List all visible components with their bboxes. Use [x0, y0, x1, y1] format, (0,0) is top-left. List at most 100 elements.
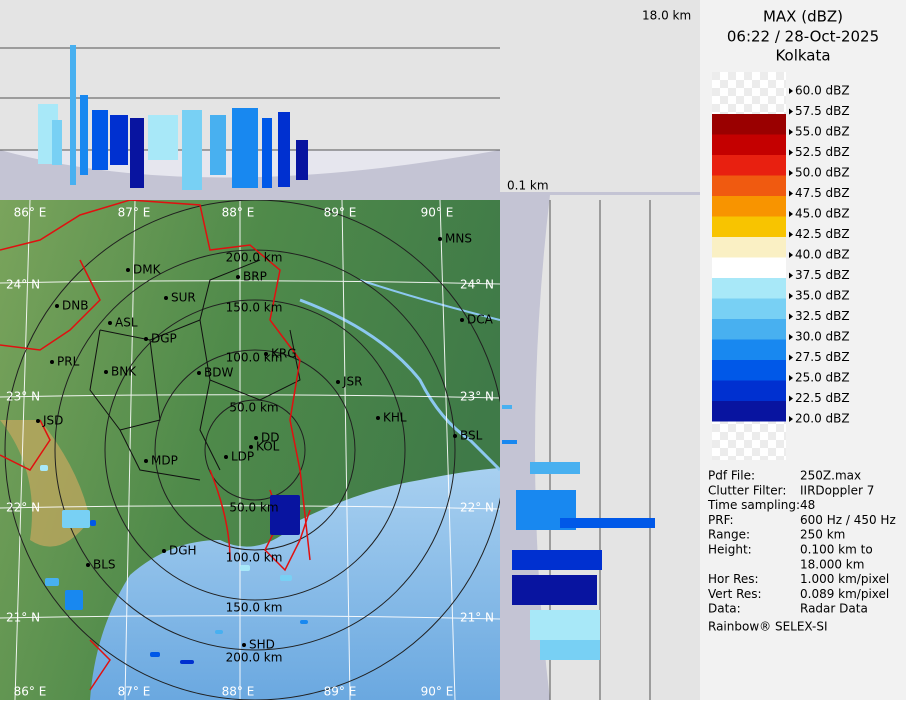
- profile-echo: [130, 118, 144, 188]
- profile-echo: [210, 115, 226, 175]
- longitude-label: 90° E: [421, 685, 454, 699]
- legend-label: 55.0 dBZ: [795, 125, 850, 139]
- range-ring-label: 100.0 km: [226, 551, 283, 565]
- legend-arrow: [789, 129, 793, 135]
- profile-echo: [530, 462, 580, 474]
- station-dot: [242, 643, 246, 647]
- legend-swatch: [712, 319, 786, 340]
- info-key: Vert Res:: [708, 587, 762, 601]
- profile-echo: [278, 112, 290, 187]
- station-label: SUR: [171, 291, 196, 305]
- info-key: Height:: [708, 543, 752, 557]
- longitude-label: 90° E: [421, 206, 454, 220]
- legend-swatch: [712, 134, 786, 155]
- latitude-label: 23° N: [460, 390, 494, 404]
- range-ring-label: 200.0 km: [226, 651, 283, 665]
- legend-arrow: [789, 416, 793, 422]
- title: MAX (dBZ): [763, 8, 843, 26]
- side-profile: [500, 195, 700, 700]
- radar-echo: [65, 590, 83, 610]
- top-height-label: 18.0 km: [642, 9, 691, 23]
- station-dot: [249, 445, 253, 449]
- profile-echo: [530, 610, 600, 640]
- info-key: Pdf File:: [708, 469, 755, 483]
- legend-arrow: [789, 354, 793, 361]
- range-ring-label: 50.0 km: [229, 501, 278, 515]
- legend-swatch: [712, 257, 786, 278]
- latitude-label: 23° N: [6, 390, 40, 404]
- info-value: 1.000 km/pixel: [800, 572, 889, 586]
- range-ring-label: 150.0 km: [226, 301, 283, 315]
- station-dot: [236, 275, 240, 279]
- longitude-label: 89° E: [324, 206, 357, 220]
- legend-arrow: [789, 149, 793, 156]
- station-dot: [453, 434, 457, 438]
- legend-swatch: [712, 298, 786, 319]
- radar-echo: [240, 565, 250, 571]
- profile-echo: [110, 115, 128, 165]
- station-dot: [254, 436, 258, 440]
- latitude-label: 24° N: [6, 278, 40, 292]
- legend-label: 57.5 dBZ: [795, 104, 850, 118]
- legend-arrow: [789, 108, 793, 115]
- profile-echo: [262, 118, 272, 188]
- legend-arrow: [789, 375, 793, 381]
- station-dot: [126, 268, 130, 272]
- bottom-height-label: 0.1 km: [507, 179, 549, 193]
- info-value: 18.000 km: [800, 557, 864, 571]
- longitude-label: 87° E: [118, 206, 151, 220]
- station-label: KOL: [256, 440, 280, 454]
- legend-label: 47.5 dBZ: [795, 186, 850, 200]
- radar-echo: [90, 520, 96, 526]
- station-dot: [86, 563, 90, 567]
- profile-echo: [182, 110, 202, 190]
- station-label: SHD: [249, 638, 275, 652]
- range-ring-label: 150.0 km: [226, 601, 283, 615]
- info-key: Hor Res:: [708, 572, 759, 586]
- station-label: DGH: [169, 544, 197, 558]
- station-label: JSD: [42, 414, 63, 428]
- station-dot: [108, 321, 112, 325]
- info-value: 0.089 km/pixel: [800, 587, 889, 601]
- legend-label: 27.5 dBZ: [795, 350, 850, 364]
- profile-echo: [296, 140, 308, 180]
- latitude-label: 21° N: [6, 611, 40, 625]
- station-dot: [50, 360, 54, 364]
- legend-arrow: [789, 293, 793, 299]
- top-profile: [0, 0, 700, 200]
- station-dot: [164, 296, 168, 300]
- range-ring-label: 50.0 km: [229, 401, 278, 415]
- station-dot: [460, 318, 464, 322]
- legend-arrow: [789, 272, 793, 279]
- latitude-label: 22° N: [460, 501, 494, 515]
- station-label: DD: [261, 431, 279, 445]
- radar-echo: [280, 575, 292, 581]
- legend-label: 37.5 dBZ: [795, 268, 850, 282]
- latitude-label: 22° N: [6, 501, 40, 515]
- legend-arrow: [789, 334, 793, 340]
- legend-swatch: [712, 278, 786, 299]
- range-ring-label: 200.0 km: [226, 251, 283, 265]
- legend-label: 40.0 dBZ: [795, 248, 850, 262]
- station-name: Kolkata: [775, 47, 830, 65]
- station-dot: [224, 455, 228, 459]
- station-dot: [376, 416, 380, 420]
- legend-swatch: [712, 339, 786, 360]
- station-label: ASL: [115, 316, 138, 330]
- radar-echo: [215, 630, 223, 634]
- radar-echo: [45, 578, 59, 586]
- legend-arrow: [789, 252, 793, 258]
- info-value: 0.100 km to: [800, 543, 873, 557]
- profile-echo: [92, 110, 108, 170]
- latitude-label: 24° N: [460, 278, 494, 292]
- legend-swatch: [712, 216, 786, 237]
- legend-label: 60.0 dBZ: [795, 84, 850, 98]
- profile-echo: [502, 405, 512, 409]
- legend-label: 25.0 dBZ: [795, 371, 850, 385]
- legend-arrow: [789, 313, 793, 320]
- legend-arrow: [789, 88, 793, 94]
- station-label: BDW: [204, 366, 233, 380]
- legend-label: 30.0 dBZ: [795, 330, 850, 344]
- info-key: Range:: [708, 528, 750, 542]
- profile-echo: [70, 45, 76, 185]
